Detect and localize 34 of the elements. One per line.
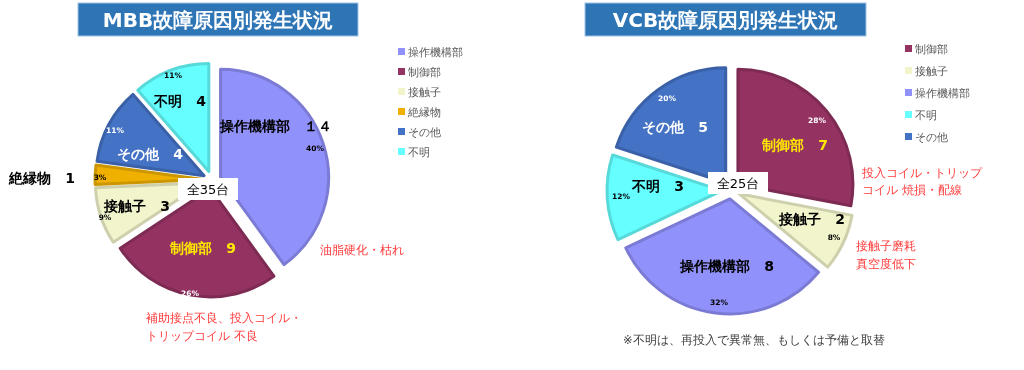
legend-label: 操作機構部 [408, 46, 463, 59]
text: 投入コイル・トリップ [862, 166, 982, 180]
legend-label: 制御部 [408, 66, 441, 79]
legend-label: 不明 [408, 146, 430, 159]
data-label: 接触子 3 [103, 198, 170, 214]
text: 補助接点不良、投入コイル・ [146, 311, 302, 325]
text: 全35台 [186, 182, 230, 197]
data-label: 操作機構部 １４ [219, 118, 332, 134]
text: 真空度低下 [856, 257, 916, 271]
chart-title: MBB故障原因別発生状況 [102, 7, 334, 32]
legend-label: 接触子 [915, 65, 948, 78]
text: コイル 焼損・配線 [862, 183, 962, 197]
text: トリップコイル 不良 [146, 329, 258, 343]
data-label: 制御部 9 [169, 240, 236, 256]
chart-title: VCB故障原因別発生状況 [612, 7, 839, 32]
data-label: 操作機構部 8 [679, 258, 774, 274]
text: ※不明は、再投入で異常無、もしくは予備と取替 [623, 333, 885, 347]
legend-label: 不明 [915, 109, 937, 122]
text: 油脂硬化・枯れ [320, 243, 404, 257]
legend-label: その他 [915, 131, 948, 144]
data-label: 絶縁物 1 [8, 170, 75, 186]
legend-label: 操作機構部 [915, 87, 970, 100]
data-label: その他 4 [117, 146, 184, 162]
legend-label: 絶縁物 [407, 106, 441, 119]
data-label: その他 5 [642, 119, 708, 135]
data-label: 不明 3 [631, 178, 684, 194]
legend-label: その他 [408, 126, 441, 139]
legend-label: 接触子 [408, 86, 441, 99]
data-label: 接触子 2 [778, 211, 845, 227]
data-label: 不明 4 [153, 93, 207, 109]
data-label: 制御部 7 [761, 137, 828, 153]
text: 全25台 [716, 176, 760, 191]
text: 接触子磨耗 [856, 239, 916, 253]
legend-label: 制御部 [915, 43, 948, 56]
